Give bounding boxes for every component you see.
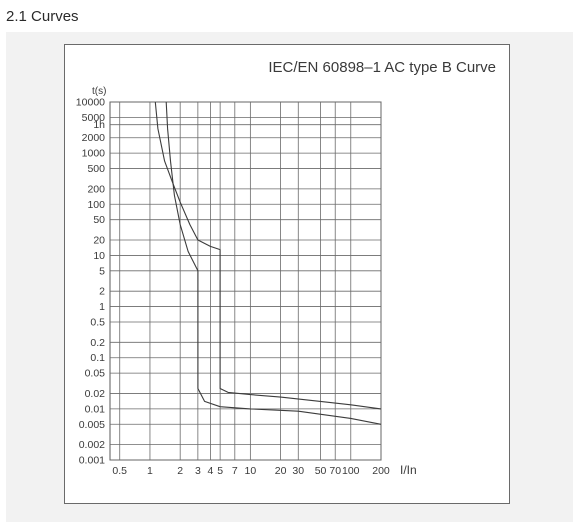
y-axis-label: t(s) [92,86,106,97]
y-tick-label: 0.2 [90,337,105,349]
y-tick-label: 2000 [82,132,106,144]
y-tick-label: 0.005 [79,419,105,431]
x-tick-label: 4 [207,465,213,477]
x-tick-label: 5 [217,465,223,477]
chart-title: IEC/EN 60898–1 AC type B Curve [268,59,496,76]
y-tick-label: 100 [87,199,105,211]
x-tick-label: 20 [275,465,287,477]
x-tick-label: 0.5 [112,465,127,477]
x-tick-label: 10 [245,465,257,477]
x-tick-label: 30 [292,465,304,477]
x-axis-label: I/In [400,463,417,477]
x-tick-label: 7 [232,465,238,477]
y-tick-label: 20 [93,235,105,247]
x-tick-label: 1 [147,465,153,477]
curve-lower-limit [165,101,382,425]
y-tick-label: 0.002 [79,439,105,451]
y-tick-label: 200 [87,183,105,195]
x-tick-label: 70 [329,465,341,477]
y-tick-label: 0.5 [90,316,105,328]
y-tick-label: 10000 [76,97,105,109]
chart-frame [64,44,510,504]
y-tick-label: 1 [99,301,105,313]
trip-curves [154,101,382,425]
y-tick-label: 5000 [82,112,106,124]
y-tick-label: 50 [93,214,105,226]
y-tick-label: 0.02 [85,388,106,400]
x-tick-label: 3 [195,465,201,477]
y-tick-label: 5 [99,265,105,277]
x-tick-label: 200 [372,465,390,477]
x-tick-labels: 0.5 1 2 3 4 5 7 10 20 30 50 70 100 200 [112,465,389,477]
x-tick-label: 100 [342,465,360,477]
x-tick-label: 50 [315,465,327,477]
y-tick-label: 0.001 [79,455,105,467]
curve-upper-limit [154,101,382,410]
y-tick-label: 2 [99,286,105,298]
y-tick-label: 1h [93,119,105,131]
y-tick-label: 0.01 [85,403,106,415]
grid-lines [109,101,382,461]
y-tick-label: 1000 [82,148,106,160]
plot-border [109,101,382,461]
y-tick-label: 0.1 [90,352,105,364]
y-tick-label: 500 [87,163,105,175]
y-tick-label: 0.05 [85,368,106,380]
x-tick-label: 2 [177,465,183,477]
y-tick-label: 10 [93,250,105,262]
section-title: 2.1 Curves [6,8,79,25]
